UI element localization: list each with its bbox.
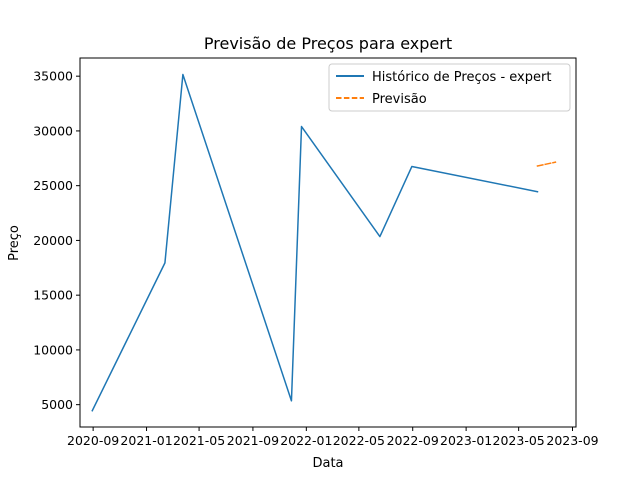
y-tick-label: 30000 [33,123,73,138]
x-tick-label: 2021-01 [120,433,172,448]
y-tick-label: 10000 [33,342,73,357]
x-tick-label: 2023-05 [493,433,545,448]
x-tick-label: 2021-09 [227,433,279,448]
legend-box [328,63,571,112]
series-line-0 [91,73,539,412]
x-tick-label: 2022-05 [333,433,385,448]
y-axis: 5000 10000 15000 20000 25000 30000 35000 [33,69,80,412]
series-line-1 [536,161,557,167]
x-tick-label: 2021-05 [173,433,225,448]
x-tick-label: 2020-09 [67,433,119,448]
series-layer [91,73,557,412]
x-tick-label: 2023-09 [546,433,598,448]
legend-label-forecast: Previsão [372,92,427,107]
y-tick-label: 5000 [41,397,73,412]
plot-frame [79,57,577,428]
x-tick-label: 2022-01 [280,433,332,448]
x-axis-label: Data [312,456,343,471]
x-tick-label: 2022-09 [387,433,439,448]
axes-layer [79,57,577,428]
y-tick-label: 20000 [33,233,73,248]
legend-label-history: Histórico de Preços - expert [372,70,551,85]
y-tick-label: 15000 [33,288,73,303]
legend: Histórico de Preços - expert Previsão [328,63,571,112]
y-tick-label: 25000 [33,178,73,193]
plot-area [80,58,576,427]
y-tick-label: 35000 [33,69,73,84]
x-axis: 2020-09 2021-01 2021-05 2021-09 2022-01 2022-… [67,427,599,448]
chart-title: Previsão de Preços para expert [204,34,452,53]
x-tick-label: 2023-01 [440,433,492,448]
y-axis-label: Preço [7,225,22,261]
